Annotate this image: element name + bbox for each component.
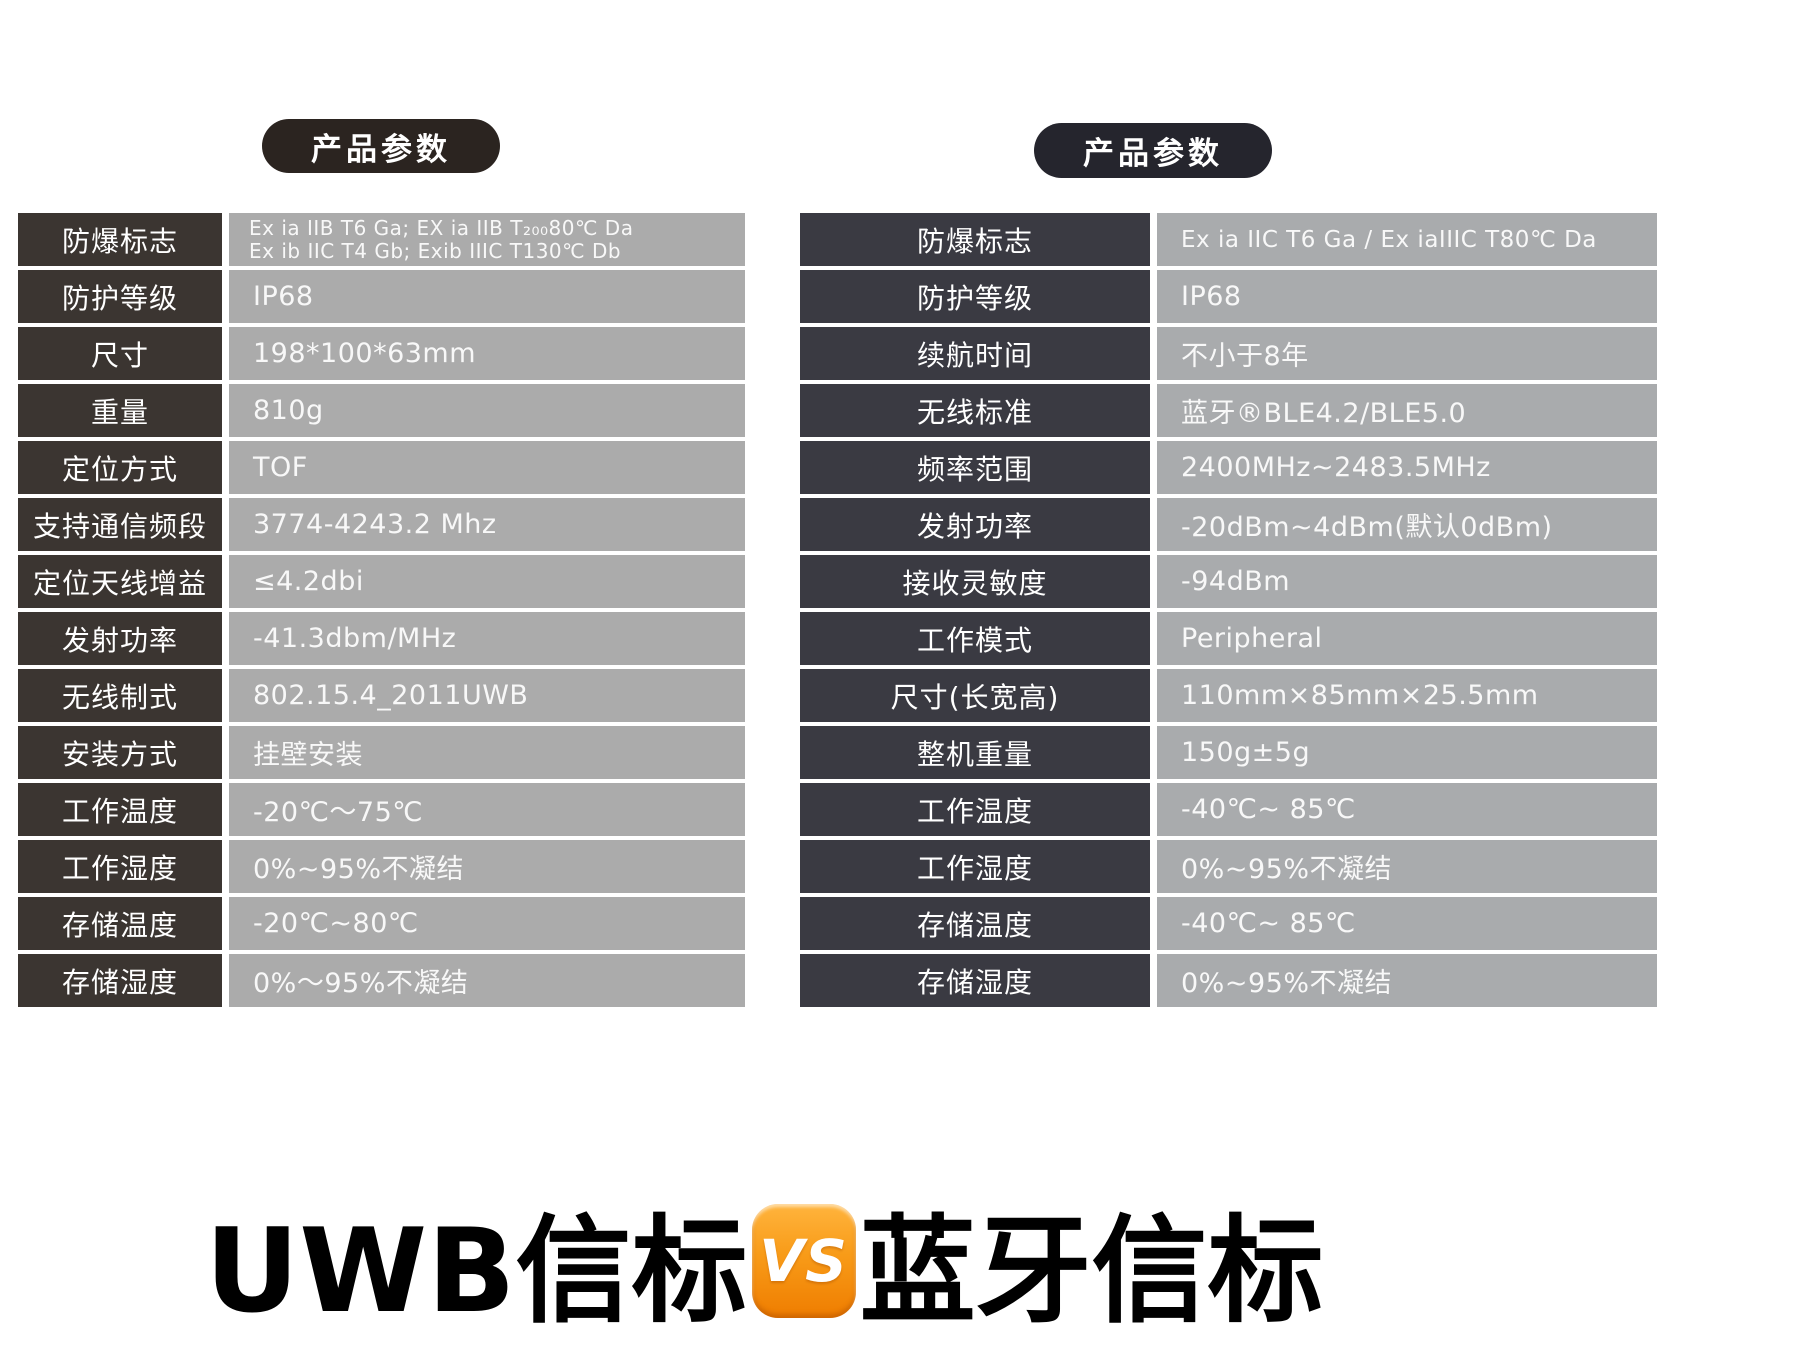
table-row: 发射功率 -41.3dbm/MHz [18, 612, 745, 665]
spec-label: 存储温度 [800, 897, 1150, 950]
spec-label: 存储湿度 [800, 954, 1150, 1007]
spec-value: 蓝牙®BLE4.2/BLE5.0 [1157, 384, 1657, 437]
spec-label: 整机重量 [800, 726, 1150, 779]
spec-value: 0%〜95%不凝结 [229, 954, 745, 1007]
spec-label: 存储湿度 [18, 954, 222, 1007]
table-row: 接收灵敏度 -94dBm [800, 555, 1657, 608]
spec-label: 重量 [18, 384, 222, 437]
table-row: 存储温度 -40℃~ 85℃ [800, 897, 1657, 950]
spec-label: 发射功率 [800, 498, 1150, 551]
spec-label: 无线制式 [18, 669, 222, 722]
table-row: 支持通信频段 3774-4243.2 Mhz [18, 498, 745, 551]
spec-value: 挂壁安装 [229, 726, 745, 779]
spec-value: IP68 [229, 270, 745, 323]
spec-value: 0%~95%不凝结 [229, 840, 745, 893]
spec-value: Peripheral [1157, 612, 1657, 665]
spec-value: -40℃~ 85℃ [1157, 783, 1657, 836]
table-row: 无线标准 蓝牙®BLE4.2/BLE5.0 [800, 384, 1657, 437]
spec-value: 810g [229, 384, 745, 437]
spec-value: 198*100*63mm [229, 327, 745, 380]
spec-label: 发射功率 [18, 612, 222, 665]
spec-value: -20dBm~4dBm(默认0dBm) [1157, 498, 1657, 551]
table-row: 无线制式 802.15.4_2011UWB [18, 669, 745, 722]
spec-value: 110mm×85mm×25.5mm [1157, 669, 1657, 722]
spec-label: 频率范围 [800, 441, 1150, 494]
table-row: 定位方式 TOF [18, 441, 745, 494]
spec-label: 支持通信频段 [18, 498, 222, 551]
left-params-badge: 产品参数 [262, 119, 500, 173]
spec-value: -20℃~80℃ [229, 897, 745, 950]
table-row: 尺寸(长宽高) 110mm×85mm×25.5mm [800, 669, 1657, 722]
spec-value: -40℃~ 85℃ [1157, 897, 1657, 950]
spec-label: 防护等级 [18, 270, 222, 323]
spec-value: 0%~95%不凝结 [1157, 954, 1657, 1007]
spec-value: TOF [229, 441, 745, 494]
spec-value: 不小于8年 [1157, 327, 1657, 380]
uwb-spec-table: 防爆标志 Ex ia IIB T6 Ga; EX ia IIB T₂₀₀80℃ … [18, 213, 745, 1007]
ble-spec-table: 防爆标志 Ex ia IIC T6 Ga / Ex iaIIIC T80℃ Da… [800, 213, 1657, 1007]
table-row: 频率范围 2400MHz~2483.5MHz [800, 441, 1657, 494]
table-row: 存储湿度 0%〜95%不凝结 [18, 954, 745, 1007]
spec-label: 工作湿度 [800, 840, 1150, 893]
spec-value: 802.15.4_2011UWB [229, 669, 745, 722]
title-bluetooth: 蓝牙信标 [859, 1204, 1324, 1339]
spec-value: 3774-4243.2 Mhz [229, 498, 745, 551]
spec-label: 工作模式 [800, 612, 1150, 665]
table-row: 存储湿度 0%~95%不凝结 [800, 954, 1657, 1007]
spec-label: 定位方式 [18, 441, 222, 494]
spec-label: 工作温度 [800, 783, 1150, 836]
spec-value: 150g±5g [1157, 726, 1657, 779]
spec-value: IP68 [1157, 270, 1657, 323]
spec-label: 工作湿度 [18, 840, 222, 893]
table-row: 防护等级 IP68 [18, 270, 745, 323]
right-params-badge: 产品参数 [1034, 123, 1272, 178]
table-row: 防爆标志 Ex ia IIC T6 Ga / Ex iaIIIC T80℃ Da [800, 213, 1657, 266]
table-row: 工作湿度 0%~95%不凝结 [18, 840, 745, 893]
spec-value-line1: Ex ia IIB T6 Ga; EX ia IIB T₂₀₀80℃ Da [249, 215, 634, 240]
spec-value: -20℃〜75℃ [229, 783, 745, 836]
spec-value: 0%~95%不凝结 [1157, 840, 1657, 893]
spec-label: 防爆标志 [800, 213, 1150, 266]
table-row: 存储温度 -20℃~80℃ [18, 897, 745, 950]
vs-emoji-icon: VS [751, 1204, 856, 1318]
spec-label: 工作温度 [18, 783, 222, 836]
spec-value-line2: Ex ib IIC T4 Gb; Exib IIIC T130℃ Db [249, 238, 622, 263]
spec-value: Ex ia IIC T6 Ga / Ex iaIIIC T80℃ Da [1157, 213, 1657, 266]
spec-label: 接收灵敏度 [800, 555, 1150, 608]
spec-label: 防爆标志 [18, 213, 222, 266]
table-row: 整机重量 150g±5g [800, 726, 1657, 779]
vs-label: VS [759, 1227, 848, 1295]
table-row: 定位天线增益 ≤4.2dbi [18, 555, 745, 608]
spec-label: 存储温度 [18, 897, 222, 950]
spec-value: Ex ia IIB T6 Ga; EX ia IIB T₂₀₀80℃ Da Ex… [229, 213, 745, 266]
spec-label: 防护等级 [800, 270, 1150, 323]
spec-label: 续航时间 [800, 327, 1150, 380]
spec-value: -41.3dbm/MHz [229, 612, 745, 665]
table-row: 工作温度 -20℃〜75℃ [18, 783, 745, 836]
table-row: 工作温度 -40℃~ 85℃ [800, 783, 1657, 836]
table-row: 续航时间 不小于8年 [800, 327, 1657, 380]
spec-label: 定位天线增益 [18, 555, 222, 608]
table-row: 工作模式 Peripheral [800, 612, 1657, 665]
spec-label: 安装方式 [18, 726, 222, 779]
table-row: 防护等级 IP68 [800, 270, 1657, 323]
spec-value: 2400MHz~2483.5MHz [1157, 441, 1657, 494]
spec-value: -94dBm [1157, 555, 1657, 608]
table-row: 工作湿度 0%~95%不凝结 [800, 840, 1657, 893]
table-row: 防爆标志 Ex ia IIB T6 Ga; EX ia IIB T₂₀₀80℃ … [18, 213, 745, 266]
table-row: 重量 810g [18, 384, 745, 437]
spec-label: 尺寸 [18, 327, 222, 380]
spec-label: 尺寸(长宽高) [800, 669, 1150, 722]
comparison-title: UWB信标 VS 蓝牙信标 [205, 1182, 1324, 1340]
table-row: 尺寸 198*100*63mm [18, 327, 745, 380]
title-uwb: UWB信标 [205, 1204, 748, 1339]
spec-label: 无线标准 [800, 384, 1150, 437]
table-row: 发射功率 -20dBm~4dBm(默认0dBm) [800, 498, 1657, 551]
table-row: 安装方式 挂壁安装 [18, 726, 745, 779]
spec-value: ≤4.2dbi [229, 555, 745, 608]
